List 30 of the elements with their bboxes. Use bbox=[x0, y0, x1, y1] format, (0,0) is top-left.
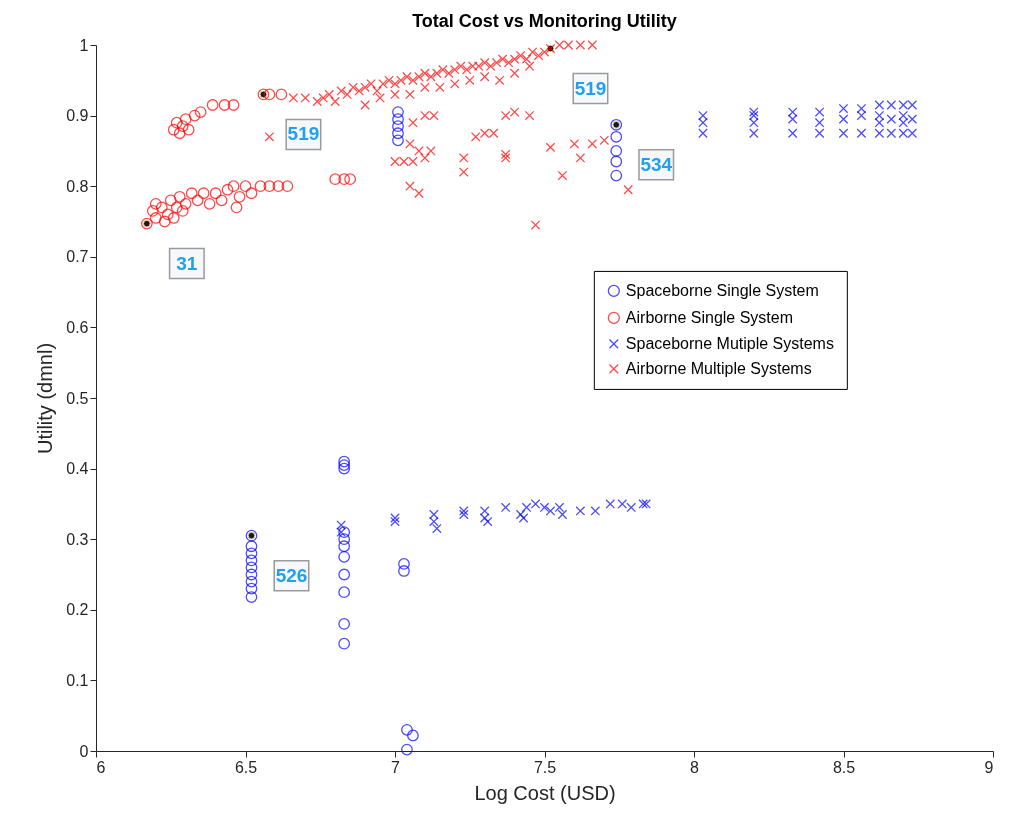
legend-label: Spaceborne Mutiple Systems bbox=[625, 334, 834, 352]
y-tick-label: 0.8 bbox=[66, 177, 89, 195]
x-tick-label: 7.5 bbox=[533, 758, 557, 776]
x-tick-label: 6.5 bbox=[234, 758, 258, 776]
annotation: 526 bbox=[275, 564, 308, 586]
annotation: 534 bbox=[640, 153, 673, 175]
y-tick-label: 0.9 bbox=[66, 107, 89, 125]
legend-label: Airborne Multiple Systems bbox=[625, 359, 812, 377]
x-tick-label: 8.5 bbox=[832, 758, 856, 776]
y-tick-label: 0.5 bbox=[66, 389, 89, 407]
x-tick-label: 6 bbox=[96, 758, 106, 776]
x-axis-title: Log Cost (USD) bbox=[474, 781, 616, 804]
y-axis-title: Utility (dmnl) bbox=[34, 342, 57, 455]
y-tick-label: 0.6 bbox=[66, 318, 89, 336]
annotation: 519 bbox=[574, 77, 607, 99]
y-tick-label: 0.4 bbox=[66, 460, 89, 478]
y-tick-label: 0 bbox=[79, 742, 89, 760]
x-tick-label: 8 bbox=[690, 758, 700, 776]
legend-label: Airborne Single System bbox=[625, 308, 794, 326]
x-tick-label: 7 bbox=[391, 758, 401, 776]
annotation: 519 bbox=[287, 123, 320, 145]
annotation: 31 bbox=[176, 252, 198, 274]
y-tick-label: 0.3 bbox=[66, 530, 89, 548]
y-tick-label: 0.7 bbox=[66, 248, 89, 266]
chart-title: Total Cost vs Monitoring Utility bbox=[412, 11, 677, 31]
x-tick-label: 9 bbox=[984, 758, 994, 776]
legend-label: Spaceborne Single System bbox=[625, 281, 819, 299]
y-tick-label: 0.1 bbox=[66, 671, 89, 689]
y-tick-label: 0.2 bbox=[66, 601, 89, 619]
y-tick-label: 1 bbox=[79, 36, 89, 54]
